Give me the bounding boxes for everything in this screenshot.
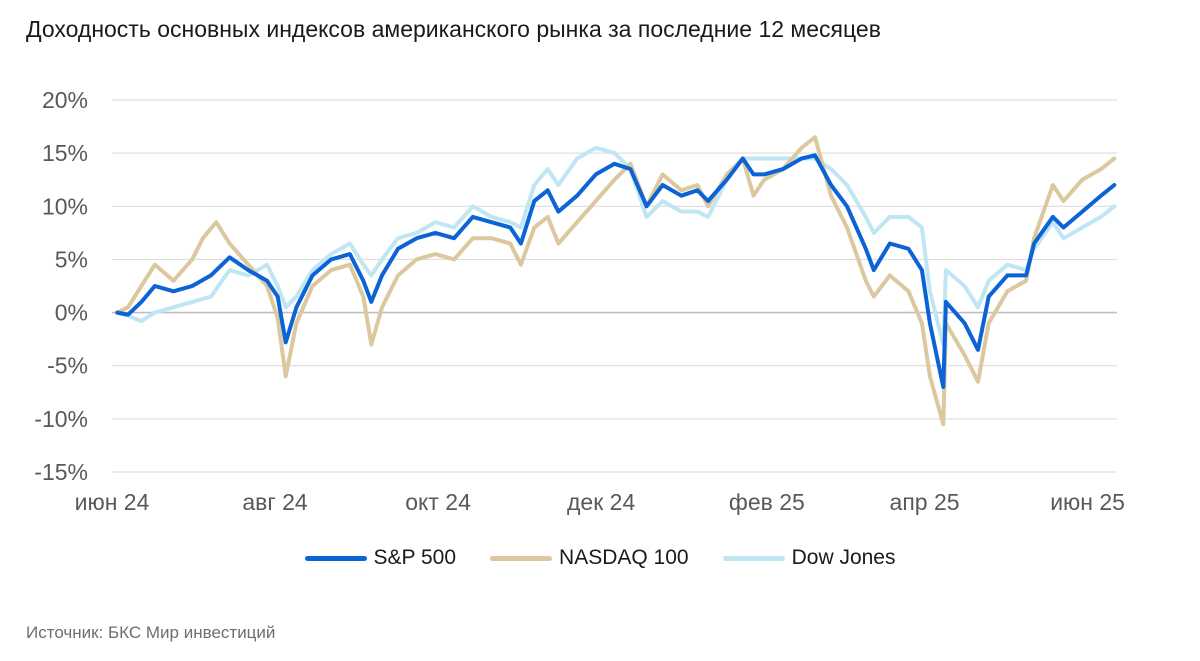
chart-title: Доходность основных индексов американско… <box>26 16 881 42</box>
series-line-sp500 <box>115 153 1117 389</box>
legend-label-nasdaq: NASDAQ 100 <box>559 546 689 569</box>
x-tick-label: окт 24 <box>405 489 471 515</box>
y-tick-label: -5% <box>47 353 88 379</box>
x-tick-label: июн 24 <box>75 489 150 515</box>
x-tick-label: июн 25 <box>1050 489 1125 515</box>
y-tick-label: -15% <box>34 459 88 485</box>
y-tick-label: 10% <box>42 193 88 219</box>
y-tick-label: 5% <box>55 246 88 272</box>
legend-swatch-sp500 <box>304 555 367 561</box>
x-axis: июн 24 авг 24 окт 24 дек 24 фев 25 апр 25 июн … <box>75 489 1125 515</box>
legend-item-nasdaq[interactable]: NASDAQ 100 <box>490 546 689 570</box>
y-axis: 20% 15% 10% 5% 0% -5% -10% -15% <box>34 87 88 485</box>
y-tick-label: 15% <box>42 140 88 166</box>
source-note: Источник: БКС Мир инвестиций <box>26 623 276 642</box>
y-tick-label: -10% <box>34 406 88 432</box>
legend-item-sp500[interactable]: S&P 500 <box>304 546 457 570</box>
legend: S&P 500 NASDAQ 100 Dow Jones <box>0 546 1200 570</box>
x-tick-label: апр 25 <box>890 489 960 515</box>
y-tick-label: 20% <box>42 87 88 113</box>
y-tick-label: 0% <box>55 300 88 326</box>
legend-label-sp500: S&P 500 <box>373 546 457 569</box>
x-tick-label: дек 24 <box>567 489 635 515</box>
legend-swatch-nasdaq <box>490 555 553 561</box>
legend-label-dow: Dow Jones <box>791 546 896 569</box>
x-tick-label: фев 25 <box>729 489 805 515</box>
series-lines <box>115 135 1117 427</box>
x-tick-label: авг 24 <box>242 489 308 515</box>
legend-item-dow[interactable]: Dow Jones <box>722 546 896 570</box>
legend-swatch-dow <box>722 555 785 561</box>
